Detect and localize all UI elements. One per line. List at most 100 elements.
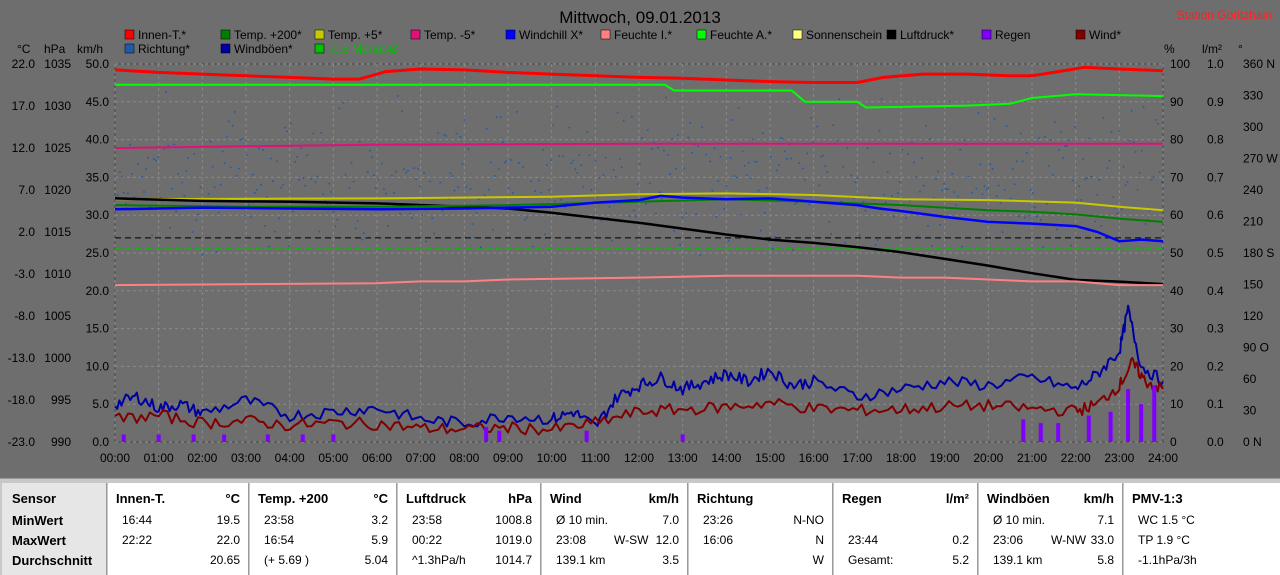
direction-point (1122, 165, 1125, 168)
direction-point (667, 154, 669, 156)
direction-point (505, 160, 508, 162)
tick-press: 1010 (44, 267, 71, 281)
stat-row: 00:22 1019.0 (406, 533, 532, 551)
legend-swatch (696, 29, 707, 40)
direction-point (501, 141, 504, 144)
legend-label: Windböen* (234, 42, 293, 56)
direction-point (578, 154, 581, 156)
direction-point (1078, 185, 1080, 187)
direction-point (1029, 189, 1032, 192)
direction-point (778, 164, 780, 166)
direction-point (715, 216, 718, 218)
tick-temp: -18.0 (8, 393, 36, 407)
direction-point (241, 137, 244, 140)
tick-time: 05:00 (318, 451, 348, 465)
direction-point (866, 147, 869, 150)
weather-chart: Mittwoch, 09.01.2013 Station Göritzhain °C… (7, 8, 1279, 465)
direction-point (485, 128, 488, 130)
direction-point (296, 156, 298, 158)
direction-point (123, 191, 125, 194)
direction-point (461, 163, 464, 165)
legend-label: Feuchte I.* (614, 28, 672, 42)
direction-point (1048, 165, 1050, 167)
direction-point (949, 100, 951, 103)
direction-point (745, 174, 748, 176)
tick-press: 1025 (44, 141, 71, 155)
direction-point (856, 177, 859, 180)
stat-cell: 1008.8 (495, 513, 532, 527)
direction-point (471, 223, 474, 225)
direction-point (862, 201, 865, 203)
legend-swatch (314, 43, 325, 54)
direction-point (1064, 145, 1066, 147)
rain-bar (680, 434, 685, 442)
row-label-sensor: Sensor (12, 491, 57, 506)
tick-temp: -3.0 (14, 267, 35, 281)
direction-point (348, 187, 351, 190)
rain-bar (121, 434, 126, 442)
stat-cell: 3.2 (371, 513, 388, 527)
direction-point (701, 126, 704, 129)
direction-point (1023, 216, 1026, 219)
direction-point (284, 126, 286, 129)
legend-swatch (600, 29, 611, 40)
direction-point (439, 181, 442, 184)
direction-point (209, 140, 212, 143)
tick-time: 09:00 (493, 451, 523, 465)
tick-press: 1015 (44, 225, 71, 239)
series-line (114, 192, 1164, 212)
direction-point (913, 161, 915, 164)
direction-point (1144, 223, 1147, 225)
direction-point (233, 111, 236, 113)
direction-point (268, 245, 270, 248)
direction-point (858, 234, 861, 237)
direction-point (929, 138, 931, 140)
direction-point (826, 171, 829, 173)
direction-point (1110, 131, 1113, 133)
direction-point (687, 136, 689, 139)
direction-point (816, 125, 818, 128)
direction-point (780, 137, 782, 139)
direction-point (749, 177, 752, 180)
direction-point (455, 132, 458, 135)
direction-point (175, 210, 178, 213)
series-line (114, 197, 1164, 286)
direction-point (1156, 122, 1159, 125)
direction-point (743, 165, 746, 167)
direction-point (187, 157, 190, 159)
direction-point (197, 213, 200, 216)
stat-row: TP 1.9 °C (1132, 533, 1272, 551)
legend-label: Richtung* (138, 42, 190, 56)
direction-point (1066, 144, 1068, 147)
direction-point (761, 132, 764, 135)
direction-point (1015, 160, 1018, 163)
direction-point (941, 189, 943, 192)
stat-row: W (697, 553, 824, 571)
direction-point (149, 206, 151, 209)
stat-cell: 5.9 (371, 533, 388, 547)
direction-point (393, 191, 395, 194)
direction-point (1005, 125, 1008, 127)
direction-point (884, 201, 887, 204)
direction-point (125, 203, 127, 205)
stat-column: Wind km/h Ø 10 min. 7.0 23:08 W-SW 12.0 139.1 k… (542, 483, 688, 575)
direction-point (898, 181, 901, 184)
direction-point (931, 244, 933, 247)
direction-point (955, 204, 958, 206)
rain-bar (1038, 423, 1043, 442)
direction-point (824, 165, 827, 168)
direction-point (306, 154, 309, 157)
direction-point (1056, 228, 1058, 231)
stat-cell: 23:26 (703, 513, 734, 527)
stat-column: Regen l/m² 23:44 0.2 Gesamt: 5.2 (834, 483, 978, 575)
direction-point (423, 172, 425, 174)
direction-point (459, 136, 462, 138)
direction-point (590, 189, 593, 191)
direction-point (564, 206, 567, 208)
direction-point (669, 173, 671, 175)
series-line (114, 304, 1164, 428)
tick-deg: 90 O (1243, 341, 1269, 355)
direction-point (320, 132, 323, 134)
direction-point (399, 212, 401, 215)
direction-point (1152, 176, 1155, 179)
